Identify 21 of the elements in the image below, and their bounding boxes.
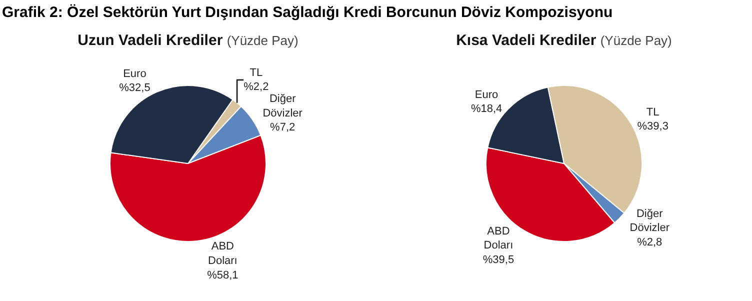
data-label: %39,3 <box>637 120 668 133</box>
text: Grafik 2: Özel Sektörün Yurt Dışından Sağladığı Kredi Borcunun Döviz Kompozisyonu <box>1 3 614 23</box>
data-label: %2,2 <box>244 81 269 94</box>
slice-label: TL <box>250 66 263 79</box>
slice-label: TL <box>646 106 660 118</box>
data-label: %2,8 <box>637 236 662 248</box>
slice-label: Euro <box>474 88 498 101</box>
slice-label: ABD Doları <box>484 225 514 252</box>
chart-subtitle: (Yüzde Pay) <box>600 32 672 48</box>
chart-title: Uzun Vadeli Krediler <box>78 32 223 49</box>
data-label: %32,5 <box>119 82 150 94</box>
slice-label: ABD Doları <box>208 240 238 268</box>
data-label: %7,2 <box>270 122 296 134</box>
slice-label: Diğer Dövizler <box>630 208 670 234</box>
data-label: %18,4 <box>470 103 502 116</box>
slice-label: Diğer Dövizler <box>262 93 303 120</box>
data-label: %39,5 <box>482 254 514 266</box>
chart-title: Kısa Vadeli Krediler <box>456 32 596 49</box>
chart-subtitle: (Yüzde Pay) <box>226 32 298 48</box>
data-label: %58,1 <box>207 269 238 282</box>
slice-label: Euro <box>123 68 146 80</box>
